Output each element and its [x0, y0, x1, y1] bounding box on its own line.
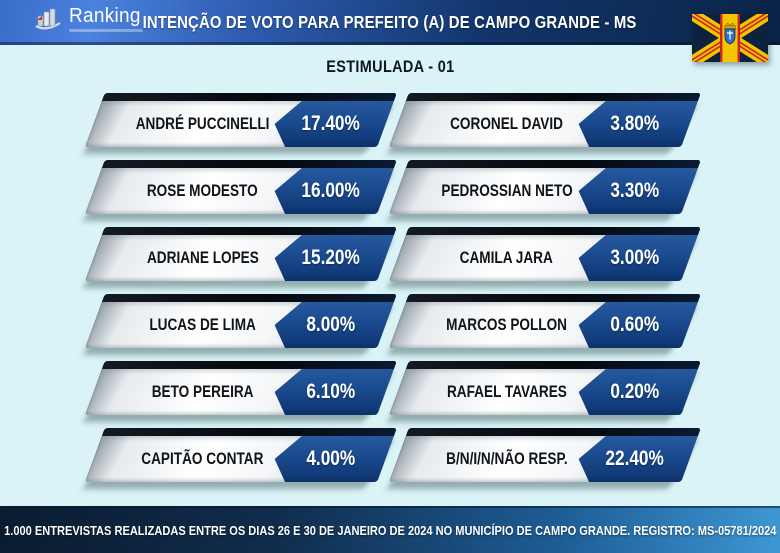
- candidate-name: CAMILA JARA: [460, 248, 554, 267]
- bar-top-strip: [405, 361, 701, 369]
- bar-top-strip: [405, 93, 701, 101]
- candidate-name: PEDROSSIAN NETO: [440, 181, 573, 200]
- poll-bar: ROSE MODESTO 16.00%: [82, 160, 397, 221]
- bar-top-strip: [405, 428, 701, 436]
- candidate-percentage: 0.20%: [610, 380, 660, 403]
- results-grid: ANDRÉ PUCCINELLI 17.40% ROSE MODESTO 16.…: [82, 93, 701, 489]
- ranking-logo-icon: [35, 8, 61, 29]
- candidate-percentage: 6.10%: [306, 380, 356, 403]
- candidate-name: CORONEL DAVID: [450, 114, 564, 133]
- brand-name: Ranking: [69, 5, 141, 27]
- candidate-percentage: 3.80%: [610, 112, 660, 135]
- header-bar: Ranking INTENÇÃO DE VOTO PARA PREFEITO (…: [0, 0, 780, 45]
- poll-bar: CORONEL DAVID 3.80%: [386, 93, 701, 154]
- candidate-percentage: 4.00%: [306, 447, 356, 470]
- page-title: INTENÇÃO DE VOTO PARA PREFEITO (A) DE CA…: [143, 12, 637, 32]
- candidate-name: MARCOS POLLON: [446, 315, 568, 334]
- poll-bar: B/N/I/N/NÃO RESP. 22.40%: [386, 428, 701, 489]
- footer-text: 1.000 ENTREVISTAS REALIZADAS ENTRE OS DI…: [3, 523, 777, 538]
- candidate-name: LUCAS DE LIMA: [149, 315, 256, 334]
- poll-bar: MARCOS POLLON 0.60%: [386, 294, 701, 355]
- candidate-percentage: 15.20%: [301, 246, 361, 269]
- poll-bar: ADRIANE LOPES 15.20%: [82, 227, 397, 288]
- campo-grande-flag-icon: [692, 14, 768, 62]
- poll-bar: ANDRÉ PUCCINELLI 17.40%: [82, 93, 397, 154]
- candidate-percentage: 22.40%: [605, 447, 665, 470]
- bar-top-strip: [101, 93, 397, 101]
- bar-top-strip: [101, 160, 397, 168]
- brand-text: Ranking: [69, 5, 144, 32]
- candidate-name: ROSE MODESTO: [147, 181, 259, 200]
- footer-bar: 1.000 ENTREVISTAS REALIZADAS ENTRE OS DI…: [0, 506, 780, 553]
- poll-bar: PEDROSSIAN NETO 3.30%: [386, 160, 701, 221]
- bar-top-strip: [405, 160, 701, 168]
- candidate-percentage: 3.00%: [610, 246, 660, 269]
- candidate-percentage: 3.30%: [610, 179, 660, 202]
- bar-top-strip: [405, 227, 701, 235]
- poll-bar: RAFAEL TAVARES 0.20%: [386, 361, 701, 422]
- column-left: ANDRÉ PUCCINELLI 17.40% ROSE MODESTO 16.…: [82, 93, 397, 489]
- candidate-percentage: 16.00%: [301, 179, 361, 202]
- bar-top-strip: [101, 294, 397, 302]
- candidate-name: BETO PEREIRA: [151, 382, 254, 401]
- candidate-percentage: 17.40%: [301, 112, 361, 135]
- candidate-percentage: 0.60%: [610, 313, 660, 336]
- candidate-percentage: 8.00%: [306, 313, 356, 336]
- candidate-name: ANDRÉ PUCCINELLI: [135, 114, 270, 133]
- brand-logo: Ranking: [34, 5, 144, 32]
- poll-bar: CAMILA JARA 3.00%: [386, 227, 701, 288]
- bar-top-strip: [101, 227, 397, 235]
- bar-top-strip: [101, 361, 397, 369]
- subtitle: ESTIMULADA - 01: [325, 57, 455, 76]
- candidate-name: RAFAEL TAVARES: [446, 382, 567, 401]
- bar-top-strip: [101, 428, 397, 436]
- poll-bar: BETO PEREIRA 6.10%: [82, 361, 397, 422]
- candidate-name: B/N/I/N/NÃO RESP.: [445, 449, 568, 468]
- brand-tagline: [69, 29, 143, 32]
- poll-bar: CAPITÃO CONTAR 4.00%: [82, 428, 397, 489]
- candidate-name: ADRIANE LOPES: [146, 248, 259, 267]
- bar-top-strip: [405, 294, 701, 302]
- candidate-name: CAPITÃO CONTAR: [141, 449, 264, 468]
- poll-bar: LUCAS DE LIMA 8.00%: [82, 294, 397, 355]
- column-right: CORONEL DAVID 3.80% PEDROSSIAN NETO 3.30…: [386, 93, 701, 489]
